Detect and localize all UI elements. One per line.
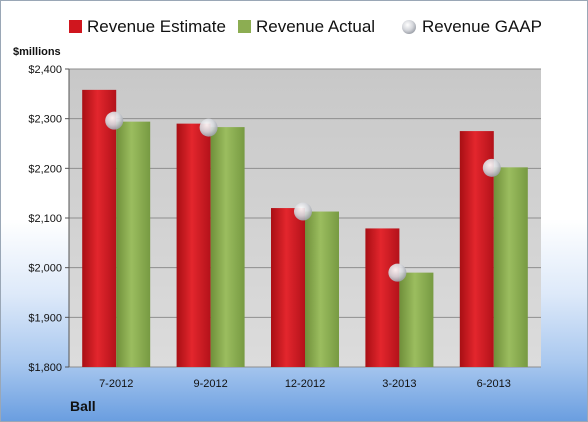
y-axis: $1,800 $1,900 $2,000 $2,100 $2,200 $2,300 $2,4… [28, 64, 70, 374]
y-tick-label: $1,900 [28, 312, 62, 324]
gaap-marker [105, 111, 124, 130]
gaap-marker [294, 202, 312, 221]
x-tick-label: 6-2013 [477, 378, 511, 390]
bar-estimate [365, 228, 400, 367]
bar-estimate [82, 89, 117, 368]
bar-actual [399, 272, 434, 367]
legend-label-gaap: Revenue GAAP [422, 17, 542, 36]
bar-actual [493, 167, 528, 367]
y-unit-label: $millions [13, 46, 61, 58]
gaap-marker [482, 158, 501, 177]
x-axis: 7-2012 9-2012 12-2012 3-2013 6-2013 [99, 378, 511, 390]
legend-swatch-gaap [402, 20, 416, 34]
gaap-markers [105, 111, 501, 282]
y-tick-label: $1,800 [28, 362, 62, 374]
legend-label-estimate: Revenue Estimate [87, 17, 226, 36]
x-tick-label: 7-2012 [99, 378, 133, 390]
bar-actual [116, 121, 151, 367]
bar-estimate [176, 123, 211, 367]
gaap-marker [388, 263, 407, 282]
bar-actual [305, 211, 339, 367]
x-tick-label: 12-2012 [285, 378, 325, 390]
y-tick-label: $2,100 [28, 213, 62, 225]
bar-estimate [271, 208, 305, 367]
legend-label-actual: Revenue Actual [256, 17, 375, 36]
bars [82, 89, 528, 368]
x-tick-label: 3-2013 [382, 378, 416, 390]
legend-swatch-estimate [69, 20, 82, 33]
bar-actual [210, 127, 245, 367]
gaap-marker [199, 118, 218, 137]
x-tick-label: 9-2012 [193, 378, 227, 390]
legend: Revenue Estimate Revenue Actual Revenue … [69, 17, 542, 36]
y-tick-label: $2,400 [28, 64, 62, 76]
legend-swatch-actual [238, 20, 251, 33]
y-tick-label: $2,000 [28, 263, 62, 275]
y-tick-label: $2,200 [28, 163, 62, 175]
company-name: Ball [70, 398, 96, 414]
y-tick-label: $2,300 [28, 114, 62, 126]
